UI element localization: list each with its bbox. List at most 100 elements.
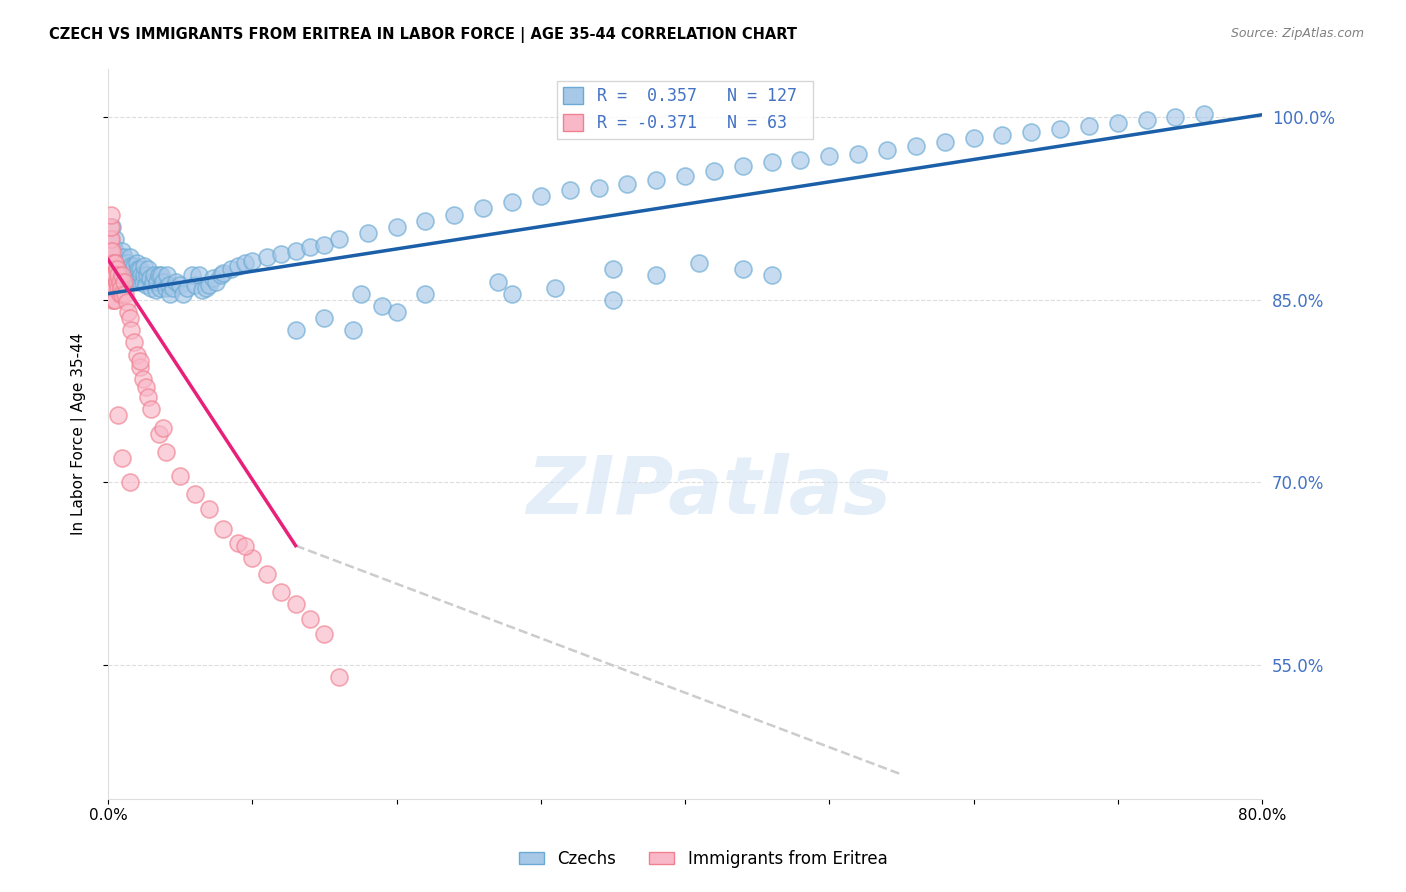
Point — [645, 173, 668, 187]
Point — [1164, 110, 1187, 124]
Point — [256, 566, 278, 581]
Point — [349, 286, 371, 301]
Point — [135, 278, 157, 293]
Point — [104, 256, 127, 270]
Point — [101, 244, 124, 258]
Point — [100, 208, 122, 222]
Y-axis label: In Labor Force | Age 35-44: In Labor Force | Age 35-44 — [72, 333, 87, 535]
Point — [105, 275, 128, 289]
Point — [104, 256, 127, 270]
Point — [148, 426, 170, 441]
Point — [818, 149, 841, 163]
Point — [846, 146, 869, 161]
Point — [219, 262, 242, 277]
Point — [125, 256, 148, 270]
Point — [101, 219, 124, 234]
Point — [101, 280, 124, 294]
Point — [934, 135, 956, 149]
Point — [103, 268, 125, 283]
Point — [100, 256, 122, 270]
Point — [202, 270, 225, 285]
Point — [180, 268, 202, 283]
Point — [155, 445, 177, 459]
Point — [103, 268, 125, 283]
Point — [115, 275, 138, 289]
Point — [103, 256, 125, 270]
Point — [146, 275, 169, 289]
Point — [148, 268, 170, 283]
Point — [108, 275, 131, 289]
Point — [328, 232, 350, 246]
Point — [101, 293, 124, 307]
Point — [314, 238, 336, 252]
Point — [558, 183, 581, 197]
Point — [105, 262, 128, 277]
Point — [688, 256, 710, 270]
Point — [129, 268, 152, 283]
Point — [100, 232, 122, 246]
Point — [114, 256, 136, 270]
Point — [150, 268, 173, 283]
Legend: R =  0.357   N = 127, R = -0.371   N = 63  : R = 0.357 N = 127, R = -0.371 N = 63 — [557, 80, 814, 138]
Point — [107, 268, 129, 283]
Point — [139, 270, 162, 285]
Point — [111, 268, 134, 283]
Point — [169, 278, 191, 293]
Point — [761, 268, 783, 283]
Point — [1194, 106, 1216, 120]
Point — [645, 268, 668, 283]
Point — [104, 280, 127, 294]
Point — [198, 502, 221, 516]
Point — [118, 262, 141, 277]
Point — [176, 280, 198, 294]
Point — [117, 268, 139, 283]
Point — [111, 256, 134, 270]
Point — [673, 169, 696, 183]
Point — [145, 283, 167, 297]
Point — [103, 293, 125, 307]
Point — [107, 256, 129, 270]
Point — [122, 270, 145, 285]
Point — [104, 232, 127, 246]
Point — [789, 153, 811, 167]
Point — [314, 627, 336, 641]
Point — [115, 295, 138, 310]
Point — [1107, 116, 1129, 130]
Point — [226, 259, 249, 273]
Legend: Czechs, Immigrants from Eritrea: Czechs, Immigrants from Eritrea — [512, 844, 894, 875]
Point — [876, 143, 898, 157]
Point — [233, 539, 256, 553]
Point — [117, 256, 139, 270]
Point — [240, 253, 263, 268]
Point — [284, 323, 307, 337]
Point — [118, 275, 141, 289]
Point — [128, 262, 150, 277]
Point — [127, 262, 149, 277]
Point — [122, 259, 145, 273]
Point — [121, 266, 143, 280]
Point — [101, 238, 124, 252]
Point — [298, 240, 321, 254]
Point — [991, 128, 1014, 143]
Point — [134, 259, 156, 273]
Point — [486, 275, 509, 289]
Point — [107, 268, 129, 283]
Point — [443, 208, 465, 222]
Point — [761, 155, 783, 169]
Point — [157, 278, 180, 293]
Point — [141, 402, 163, 417]
Point — [159, 286, 181, 301]
Point — [240, 550, 263, 565]
Point — [212, 522, 235, 536]
Point — [143, 268, 166, 283]
Point — [128, 353, 150, 368]
Point — [415, 213, 437, 227]
Point — [284, 244, 307, 258]
Point — [103, 250, 125, 264]
Point — [191, 283, 214, 297]
Point — [169, 469, 191, 483]
Point — [110, 280, 132, 294]
Point — [125, 268, 148, 283]
Point — [112, 275, 135, 289]
Point — [118, 475, 141, 490]
